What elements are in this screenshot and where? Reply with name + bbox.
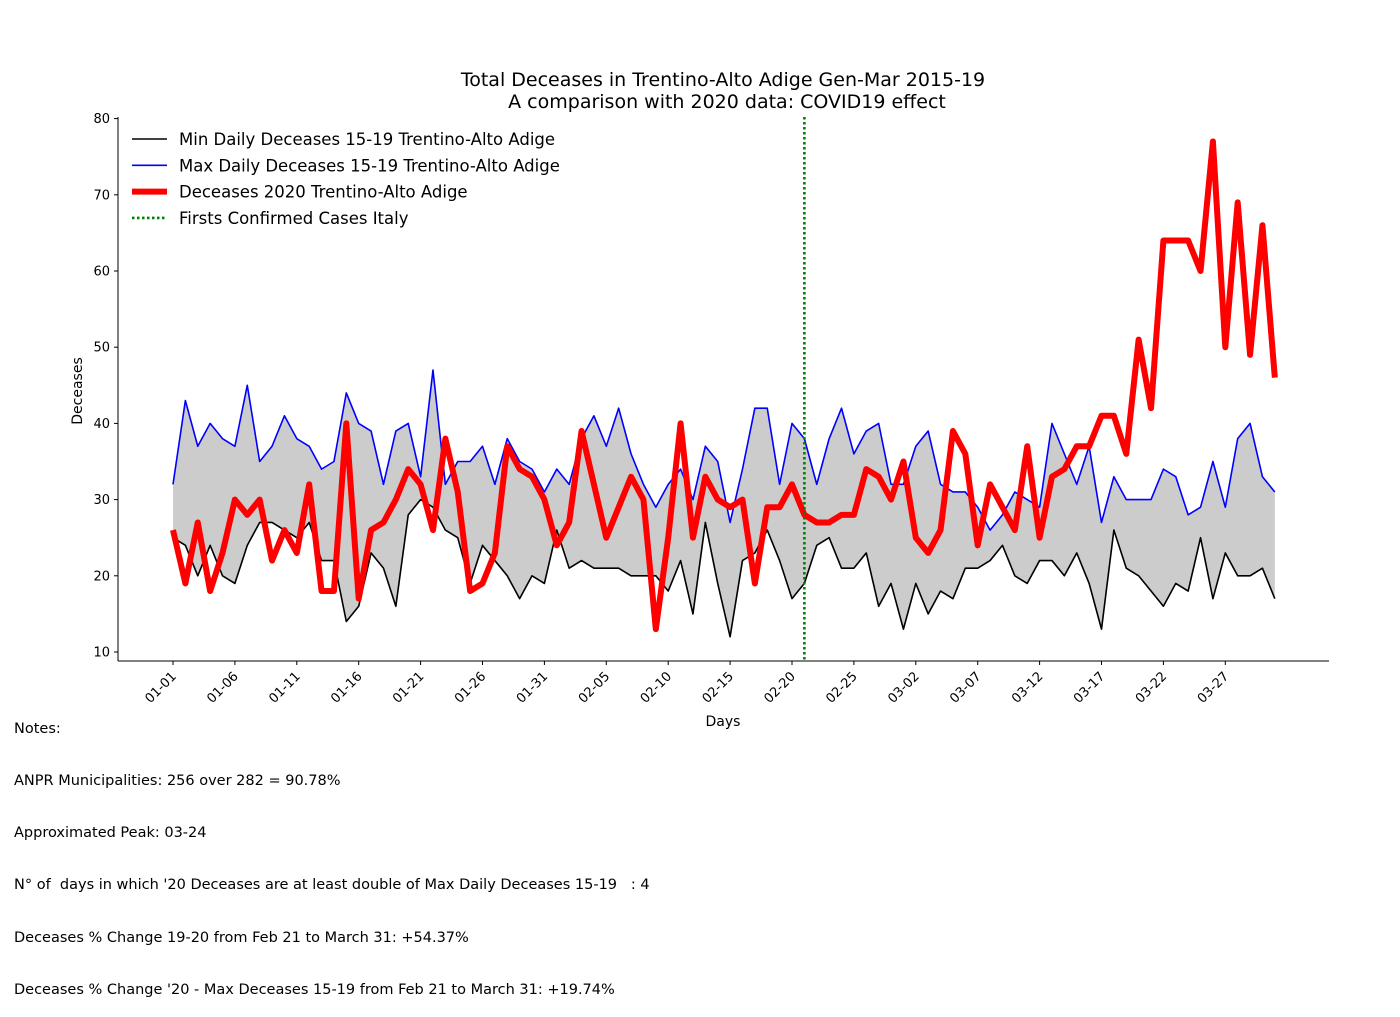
y-tick-label: 60 — [93, 265, 110, 280]
x-tick-label: 03-17 — [1071, 669, 1108, 706]
note-change-19-20: Deceases % Change 19-20 from Feb 21 to M… — [14, 929, 469, 946]
y-tick-label: 50 — [93, 341, 110, 356]
y-tick-label: 20 — [93, 569, 110, 584]
y-axis-label: Deceases — [70, 357, 86, 424]
note-double-days: N° of days in which '20 Deceases are at … — [14, 877, 650, 894]
x-tick-label: 02-25 — [823, 669, 860, 706]
x-tick-label: 03-02 — [885, 669, 922, 706]
series-max-line — [172, 369, 1276, 531]
series-2020-line — [170, 138, 1278, 633]
legend-label: Max Daily Deceases 15-19 Trentino-Alto A… — [179, 156, 560, 175]
note-change-max: Deceases % Change '20 - Max Deceases 15-… — [14, 981, 615, 998]
legend-label: Min Daily Deceases 15-19 Trentino-Alto A… — [179, 130, 555, 149]
notes: Notes: ANPR Municipalities: 256 over 282… — [14, 686, 650, 1017]
chart-subtitle: A comparison with 2020 data: COVID19 eff… — [508, 91, 946, 113]
x-tick-label: 02-15 — [700, 669, 737, 706]
x-tick-label: 03-07 — [947, 669, 984, 706]
y-tick-label: 80 — [93, 112, 110, 127]
note-municipalities: ANPR Municipalities: 256 over 282 = 90.7… — [14, 773, 341, 790]
note-peak: Approximated Peak: 03-24 — [14, 825, 207, 842]
series-min-line — [172, 498, 1276, 638]
chart: Total Deceases in Trentino-Alto Adige Ge… — [70, 69, 1329, 730]
x-tick-label: 02-20 — [762, 669, 799, 706]
x-tick-label: 03-27 — [1195, 669, 1232, 706]
x-axis-label: Days — [706, 714, 741, 730]
y-tick-label: 30 — [93, 493, 110, 508]
legend-label: Deceases 2020 Trentino-Alto Adige — [179, 183, 468, 202]
x-tick-label: 03-12 — [1009, 669, 1046, 706]
legend-label: Firsts Confirmed Cases Italy — [179, 209, 409, 228]
y-tick-label: 40 — [93, 417, 110, 432]
chart-title: Total Deceases in Trentino-Alto Adige Ge… — [460, 69, 985, 91]
y-tick-label: 10 — [93, 646, 110, 661]
y-tick-label: 70 — [93, 188, 110, 203]
legend: Min Daily Deceases 15-19 Trentino-Alto A… — [132, 130, 560, 228]
notes-heading: Notes: — [14, 720, 61, 737]
x-tick-label: 03-22 — [1133, 669, 1170, 706]
